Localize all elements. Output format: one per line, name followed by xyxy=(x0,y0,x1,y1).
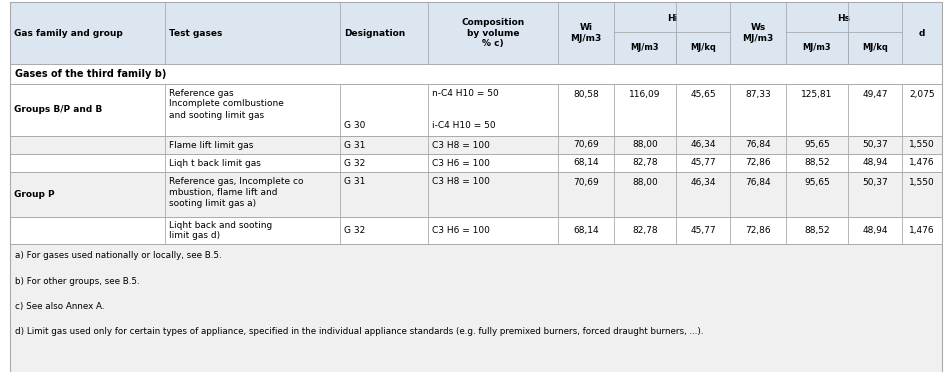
Text: 68,14: 68,14 xyxy=(573,158,599,167)
Text: a) For gases used nationally or locally, see B.5.: a) For gases used nationally or locally,… xyxy=(15,251,222,260)
Text: 125,81: 125,81 xyxy=(802,90,833,99)
Text: Liqh t back limit gas: Liqh t back limit gas xyxy=(169,158,261,167)
Text: mbustion, flame lift and: mbustion, flame lift and xyxy=(169,187,277,196)
Text: i-C4 H10 = 50: i-C4 H10 = 50 xyxy=(432,121,496,129)
Text: G 31: G 31 xyxy=(344,177,366,186)
Text: 95,65: 95,65 xyxy=(804,177,830,186)
Text: Hs: Hs xyxy=(838,14,850,23)
Text: 76,84: 76,84 xyxy=(745,141,771,150)
Text: 88,00: 88,00 xyxy=(632,177,658,186)
Text: C3 H6 = 100: C3 H6 = 100 xyxy=(432,158,490,167)
Text: G 32: G 32 xyxy=(344,158,366,167)
Text: C3 H6 = 100: C3 H6 = 100 xyxy=(432,226,490,235)
Text: 50,37: 50,37 xyxy=(863,177,888,186)
Text: Ws
MJ/m3: Ws MJ/m3 xyxy=(743,23,774,43)
Text: 1,476: 1,476 xyxy=(909,158,935,167)
Bar xyxy=(10,172,942,217)
Text: MJ/kq: MJ/kq xyxy=(863,44,888,52)
Text: 72,86: 72,86 xyxy=(745,158,771,167)
Text: 88,52: 88,52 xyxy=(804,158,830,167)
Text: 72,86: 72,86 xyxy=(745,226,771,235)
Text: and sooting limit gas: and sooting limit gas xyxy=(169,110,264,119)
Text: C3 H8 = 100: C3 H8 = 100 xyxy=(432,141,490,150)
Text: 116,09: 116,09 xyxy=(629,90,661,99)
Text: d: d xyxy=(919,29,925,38)
Text: Groups B/P and B: Groups B/P and B xyxy=(14,106,102,115)
Text: 80,58: 80,58 xyxy=(573,90,599,99)
Bar xyxy=(10,2,942,64)
Text: 48,94: 48,94 xyxy=(863,226,888,235)
Text: 82,78: 82,78 xyxy=(632,158,658,167)
Bar xyxy=(10,64,942,84)
Text: 45,77: 45,77 xyxy=(690,226,716,235)
Text: MJ/m3: MJ/m3 xyxy=(803,44,831,52)
Text: Incomplete comlbustione: Incomplete comlbustione xyxy=(169,99,284,109)
Bar xyxy=(10,154,942,172)
Text: d) Limit gas used only for certain types of appliance, specified in the individu: d) Limit gas used only for certain types… xyxy=(15,327,704,336)
Text: 46,34: 46,34 xyxy=(690,177,716,186)
Text: 1,550: 1,550 xyxy=(909,177,935,186)
Text: 48,94: 48,94 xyxy=(863,158,888,167)
Text: 46,34: 46,34 xyxy=(690,141,716,150)
Text: sooting limit gas a): sooting limit gas a) xyxy=(169,199,256,208)
Text: Wi
MJ/m3: Wi MJ/m3 xyxy=(570,23,602,43)
Text: G 32: G 32 xyxy=(344,226,366,235)
Text: MJ/kq: MJ/kq xyxy=(690,44,716,52)
Text: Reference gas, Incomplete co: Reference gas, Incomplete co xyxy=(169,176,304,186)
Text: G 31: G 31 xyxy=(344,141,366,150)
Text: 1,550: 1,550 xyxy=(909,141,935,150)
Text: G 30: G 30 xyxy=(344,121,366,129)
Bar xyxy=(10,84,942,136)
Text: 45,77: 45,77 xyxy=(690,158,716,167)
Text: 76,84: 76,84 xyxy=(745,177,771,186)
Text: 2,075: 2,075 xyxy=(909,90,935,99)
Text: MJ/m3: MJ/m3 xyxy=(630,44,660,52)
Text: 88,52: 88,52 xyxy=(804,226,830,235)
Text: c) See also Annex A.: c) See also Annex A. xyxy=(15,301,105,311)
Text: 82,78: 82,78 xyxy=(632,226,658,235)
Text: Test gases: Test gases xyxy=(169,29,223,38)
Text: Gases of the third family b): Gases of the third family b) xyxy=(15,69,167,79)
Text: Flame lift limit gas: Flame lift limit gas xyxy=(169,141,253,150)
Text: 50,37: 50,37 xyxy=(863,141,888,150)
Text: 68,14: 68,14 xyxy=(573,226,599,235)
Bar xyxy=(10,136,942,154)
Text: Composition
by volume
% c): Composition by volume % c) xyxy=(462,18,525,48)
Text: 70,69: 70,69 xyxy=(573,141,599,150)
Text: Hi: Hi xyxy=(666,14,678,23)
Bar xyxy=(10,217,942,244)
Text: 49,47: 49,47 xyxy=(863,90,888,99)
Text: Gas family and group: Gas family and group xyxy=(14,29,123,38)
Text: 88,00: 88,00 xyxy=(632,141,658,150)
Text: b) For other groups, see B.5.: b) For other groups, see B.5. xyxy=(15,276,140,285)
Text: C3 H8 = 100: C3 H8 = 100 xyxy=(432,177,490,186)
Bar xyxy=(10,244,942,372)
Text: n-C4 H10 = 50: n-C4 H10 = 50 xyxy=(432,90,499,99)
Text: Group P: Group P xyxy=(14,190,54,199)
Text: 1,476: 1,476 xyxy=(909,226,935,235)
Text: 95,65: 95,65 xyxy=(804,141,830,150)
Text: 87,33: 87,33 xyxy=(745,90,771,99)
Text: 70,69: 70,69 xyxy=(573,177,599,186)
Text: Designation: Designation xyxy=(344,29,406,38)
Text: limit gas d): limit gas d) xyxy=(169,231,220,241)
Text: Liqht back and sooting: Liqht back and sooting xyxy=(169,221,272,230)
Text: 45,65: 45,65 xyxy=(690,90,716,99)
Text: Reference gas: Reference gas xyxy=(169,89,233,97)
